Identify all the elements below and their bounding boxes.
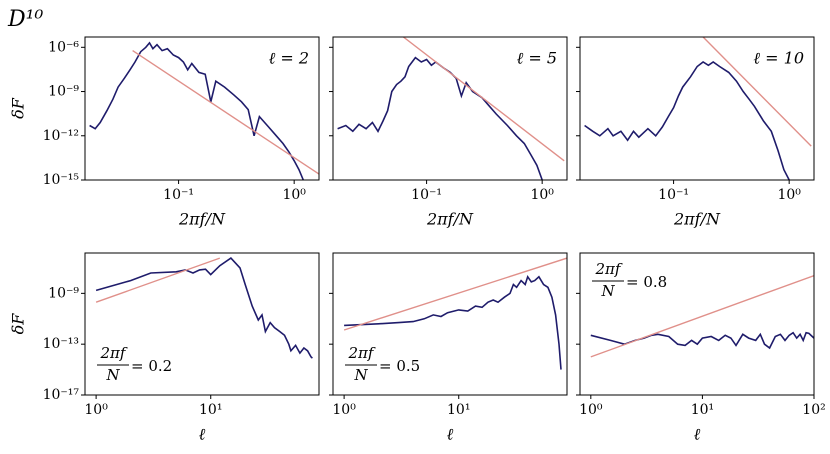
annotation-value: = 0.5 [379, 357, 420, 375]
x-tick-label: 10⁻¹ [163, 187, 194, 203]
x-tick-label: 10⁰ [579, 402, 603, 418]
annotation-numerator: 2πf [348, 344, 376, 362]
x-tick-label: 10¹ [447, 402, 470, 418]
annotation-value: = 0.8 [626, 273, 667, 291]
y-tick-label: 10⁻¹³ [43, 336, 79, 352]
fit-line [132, 50, 319, 175]
panel-frame [332, 252, 568, 396]
x-axis-label: 2πf/N [178, 210, 226, 229]
annotation-denominator: N [353, 366, 368, 384]
x-tick-label: 10⁰ [777, 187, 801, 203]
annotation: ℓ = 10 [753, 49, 804, 68]
spectrum-line [337, 56, 543, 180]
annotation-numerator: 2πf [595, 260, 623, 278]
x-axis-label: ℓ [447, 425, 454, 444]
figure-title: D¹⁰ [7, 7, 43, 32]
spectrum-line [344, 275, 562, 370]
y-tick-label: 10⁻⁹ [48, 84, 79, 100]
x-tick-label: 10⁻¹ [658, 187, 689, 203]
y-axis-label: δF [9, 97, 28, 119]
x-axis-label: ℓ [199, 425, 206, 444]
panel-frame [84, 252, 320, 396]
y-tick-label: 10⁻⁶ [48, 39, 79, 55]
x-tick-label: 10⁰ [332, 402, 356, 418]
x-tick-label: 10⁻¹ [411, 187, 442, 203]
spectrum-line [584, 61, 790, 180]
x-tick-label: 10⁰ [282, 187, 306, 203]
y-tick-label: 10⁻⁹ [48, 285, 79, 301]
x-axis-label: ℓ [694, 425, 701, 444]
panel-frame [579, 36, 815, 181]
fit-line [343, 257, 567, 331]
spectrum-line [95, 257, 313, 359]
fit-line [702, 37, 812, 147]
x-axis-label: 2πf/N [673, 210, 721, 229]
fit-line [402, 37, 565, 162]
annotation-denominator: N [105, 366, 120, 384]
y-tick-label: 10⁻¹⁷ [43, 387, 80, 403]
spectrum-line [89, 41, 305, 180]
x-tick-label: 10¹ [691, 402, 714, 418]
annotation: ℓ = 5 [517, 49, 557, 68]
annotation-denominator: N [600, 282, 615, 300]
annotation-numerator: 2πf [100, 344, 128, 362]
x-tick-label: 10¹ [199, 402, 222, 418]
panel-frame [332, 36, 568, 181]
y-axis-label: δF [9, 313, 28, 335]
x-axis-label: 2πf/N [426, 210, 474, 229]
fit-line [590, 274, 814, 358]
annotation: ℓ = 2 [269, 49, 309, 68]
panel-frame [579, 252, 815, 396]
spectrum-line [590, 331, 814, 350]
x-tick-label: 10² [802, 402, 825, 418]
annotation-value: = 0.2 [131, 357, 172, 375]
x-tick-label: 10⁰ [530, 187, 554, 203]
panel-frame [84, 36, 320, 181]
y-tick-label: 10⁻¹⁵ [43, 172, 80, 188]
y-tick-label: 10⁻¹² [43, 128, 79, 144]
x-tick-label: 10⁰ [84, 402, 108, 418]
fit-line [95, 257, 221, 303]
